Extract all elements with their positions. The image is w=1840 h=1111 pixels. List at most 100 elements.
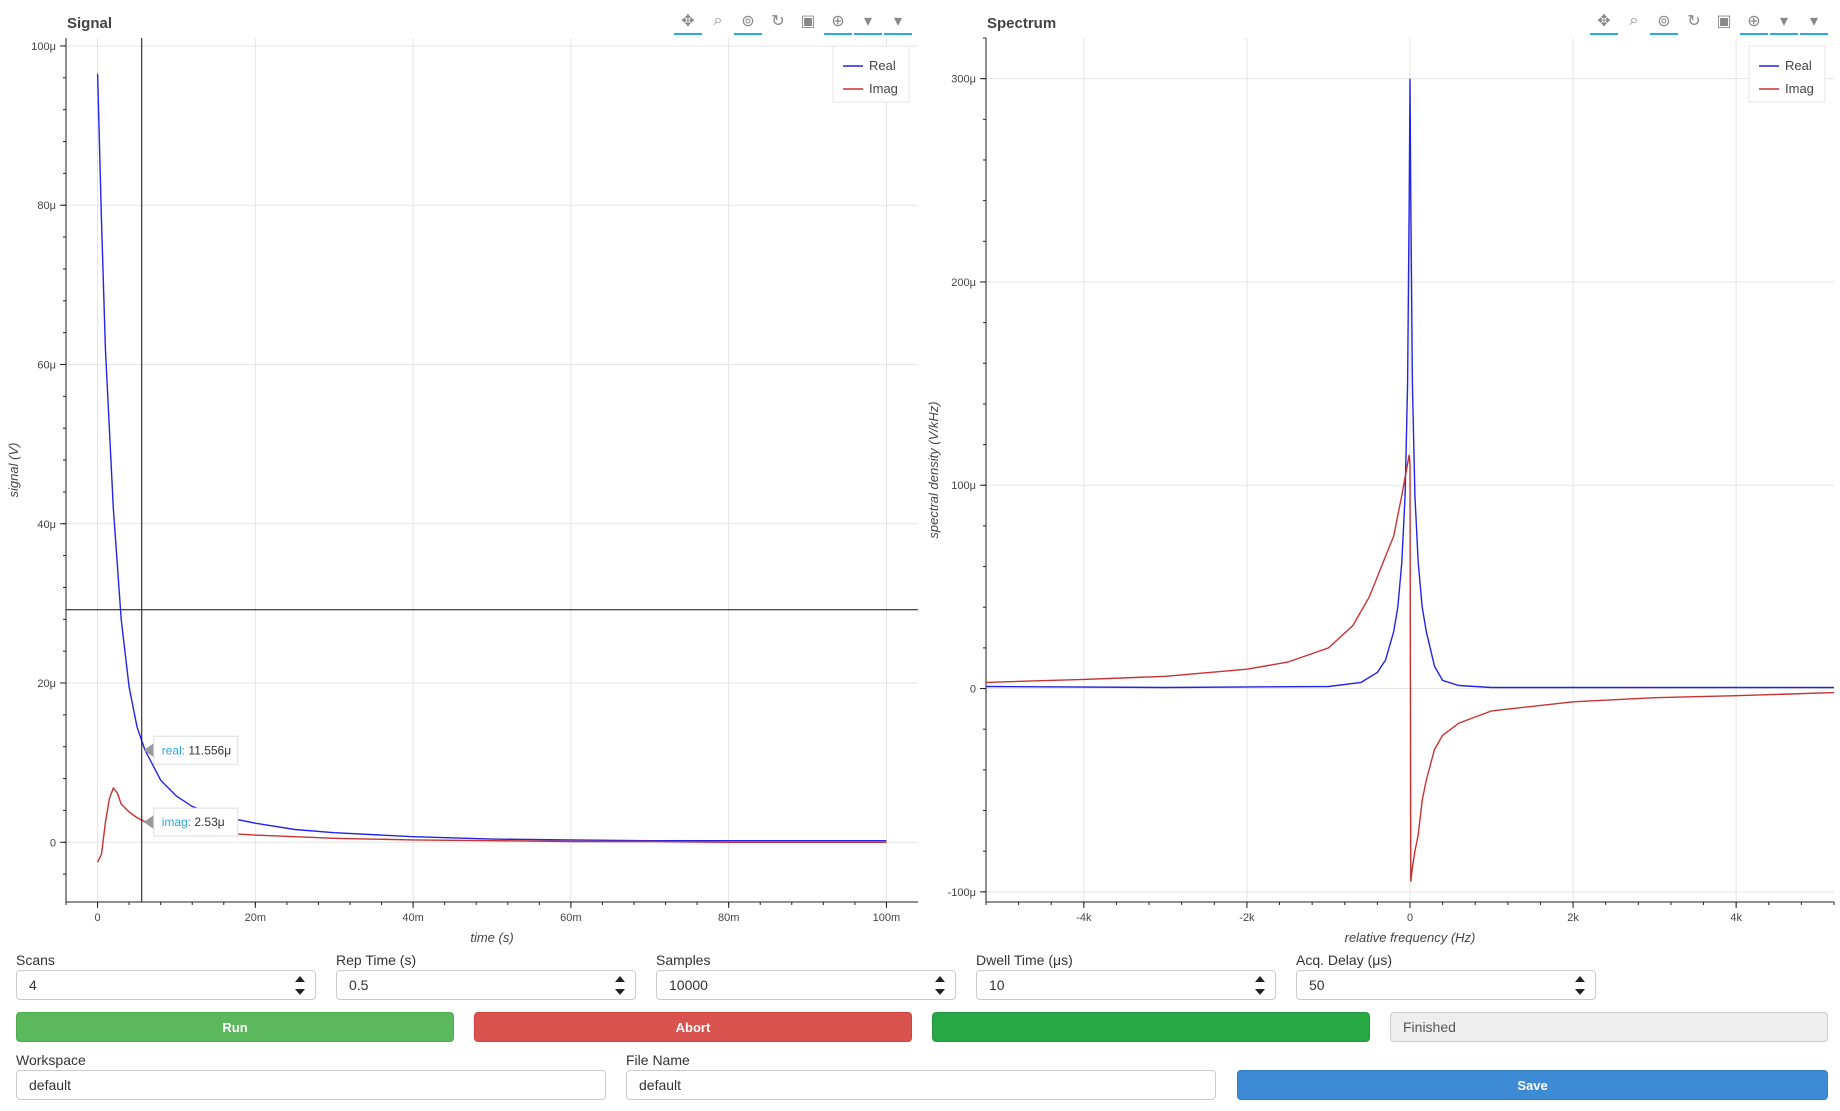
progress-bar (932, 1012, 1370, 1042)
y-axis-label: signal (V) (6, 443, 21, 498)
dwell-time-input[interactable] (977, 971, 1269, 999)
tooltip-label: imag: (162, 815, 195, 829)
tooltip-text: real: 11.556μ (162, 743, 232, 757)
hover-icon[interactable]: ▾ (1770, 9, 1798, 35)
signal-plot-toolbar: ✥ ⌕ ⊚ ↻ ▣ ⊕ ▾ ▾ (674, 9, 912, 35)
legend-label-real: Real (869, 58, 896, 73)
x-tick-label: -4k (1076, 912, 1092, 924)
samples-stepper[interactable] (933, 973, 949, 999)
rep-time-input[interactable] (337, 971, 629, 999)
scans-input[interactable] (17, 971, 309, 999)
crosshair-icon[interactable]: ⊕ (1740, 9, 1768, 35)
tooltip-arrow (143, 743, 154, 758)
dwell-time-label: Dwell Time (μs) (976, 952, 1073, 968)
chevron-down-icon[interactable] (615, 989, 625, 995)
dwell-time-stepper[interactable] (1253, 973, 1269, 999)
reset-icon[interactable]: ↻ (1687, 13, 1701, 30)
tooltip-box (153, 735, 239, 765)
signal-chart[interactable]: 0 20m 40m 60m 80m 100m 0 20μ 40μ 60μ 80μ 100μ time (… (0, 30, 925, 950)
chevron-up-icon[interactable] (295, 976, 305, 982)
chevron-down-icon[interactable] (295, 989, 305, 995)
run-button[interactable]: Run (16, 1012, 454, 1042)
spectrum-chart[interactable]: -4k -2k 0 2k 4k -100μ 0 100μ 200μ 300μ relative fr… (920, 30, 1840, 950)
reset-icon[interactable]: ↻ (771, 13, 785, 30)
y-axis-label: spectral density (V/kHz) (926, 401, 941, 538)
y-tick-label: 40μ (37, 519, 56, 531)
status-display: Finished (1390, 1012, 1828, 1042)
chevron-up-icon[interactable] (1575, 976, 1585, 982)
series-line-real (986, 78, 1834, 689)
legend-label-imag: Imag (1785, 81, 1814, 96)
box-zoom-icon[interactable]: ⌕ (713, 12, 723, 29)
dwell-time-field[interactable] (976, 970, 1276, 1000)
x-tick-label: -2k (1239, 912, 1255, 924)
box-zoom-icon[interactable]: ⌕ (1629, 12, 1639, 29)
x-axis-label: time (s) (470, 930, 513, 945)
abort-button[interactable]: Abort (474, 1012, 912, 1042)
chevron-up-icon[interactable] (615, 976, 625, 982)
chevron-down-icon[interactable] (1255, 989, 1265, 995)
file-name-field[interactable] (626, 1070, 1216, 1100)
workspace-field[interactable] (16, 1070, 606, 1100)
spectrum-plot-toolbar: ✥ ⌕ ⊚ ↻ ▣ ⊕ ▾ ▾ (1590, 9, 1828, 35)
pan-icon[interactable]: ✥ (674, 9, 702, 35)
y-tick-label: 0 (970, 684, 976, 696)
y-tick-label: 0 (50, 837, 56, 849)
save-icon[interactable]: ▣ (1716, 13, 1732, 30)
legend-box (832, 45, 910, 103)
file-name-input[interactable] (627, 1071, 1215, 1099)
x-tick-label: 0 (94, 912, 100, 924)
hover-icon[interactable]: ▾ (884, 9, 912, 35)
hover-icon[interactable]: ▾ (854, 9, 882, 35)
chevron-down-icon[interactable] (935, 989, 945, 995)
wheel-zoom-icon[interactable]: ⊚ (734, 9, 762, 35)
file-name-label: File Name (626, 1052, 690, 1068)
crosshair-icon[interactable]: ⊕ (824, 9, 852, 35)
x-tick-label: 4k (1730, 912, 1742, 924)
workspace-input[interactable] (17, 1071, 605, 1099)
y-tick-label: 200μ (951, 277, 976, 289)
hover-tooltip-real: real: 11.556μ (143, 735, 239, 765)
rep-time-field[interactable] (336, 970, 636, 1000)
y-tick-label: 80μ (37, 200, 56, 212)
tooltip-arrow (143, 815, 154, 830)
acq-delay-input[interactable] (1297, 971, 1589, 999)
chevron-down-icon[interactable] (1575, 989, 1585, 995)
tooltip-value: 2.53μ (194, 815, 224, 829)
pan-icon[interactable]: ✥ (1590, 9, 1618, 35)
y-tick-label: 300μ (951, 74, 976, 86)
y-tick-label: 100μ (31, 41, 56, 53)
workspace-label: Workspace (16, 1052, 86, 1068)
acq-delay-stepper[interactable] (1573, 973, 1589, 999)
x-tick-label: 80m (718, 912, 739, 924)
chevron-up-icon[interactable] (1255, 976, 1265, 982)
wheel-zoom-icon[interactable]: ⊚ (1650, 9, 1678, 35)
tooltip-text: imag: 2.53μ (162, 815, 225, 829)
legend-label-imag: Imag (869, 81, 898, 96)
save-button[interactable]: Save (1237, 1070, 1828, 1100)
series-line-imag (986, 454, 1834, 882)
y-tick-label: 60μ (37, 359, 56, 371)
x-tick-label: 2k (1567, 912, 1579, 924)
x-tick-label: 20m (245, 912, 266, 924)
acq-delay-field[interactable] (1296, 970, 1596, 1000)
series-line-real (96, 73, 887, 842)
x-tick-label: 0 (1407, 912, 1413, 924)
legend-box (1748, 45, 1826, 103)
spectrum-plot-title: Spectrum (987, 15, 1057, 32)
scans-field[interactable] (16, 970, 316, 1000)
hover-icon[interactable]: ▾ (1800, 9, 1828, 35)
save-icon[interactable]: ▣ (800, 13, 816, 30)
rep-time-stepper[interactable] (613, 973, 629, 999)
samples-input[interactable] (657, 971, 949, 999)
y-tick-label: -100μ (948, 887, 976, 899)
y-tick-label: 20μ (37, 678, 56, 690)
x-axis-label: relative frequency (Hz) (1345, 930, 1476, 945)
samples-field[interactable] (656, 970, 956, 1000)
chevron-up-icon[interactable] (935, 976, 945, 982)
tooltip-value: 11.556μ (188, 743, 231, 757)
y-tick-label: 100μ (951, 480, 976, 492)
scans-stepper[interactable] (293, 973, 309, 999)
acq-delay-label: Acq. Delay (μs) (1296, 952, 1392, 968)
tooltip-box (153, 807, 239, 837)
